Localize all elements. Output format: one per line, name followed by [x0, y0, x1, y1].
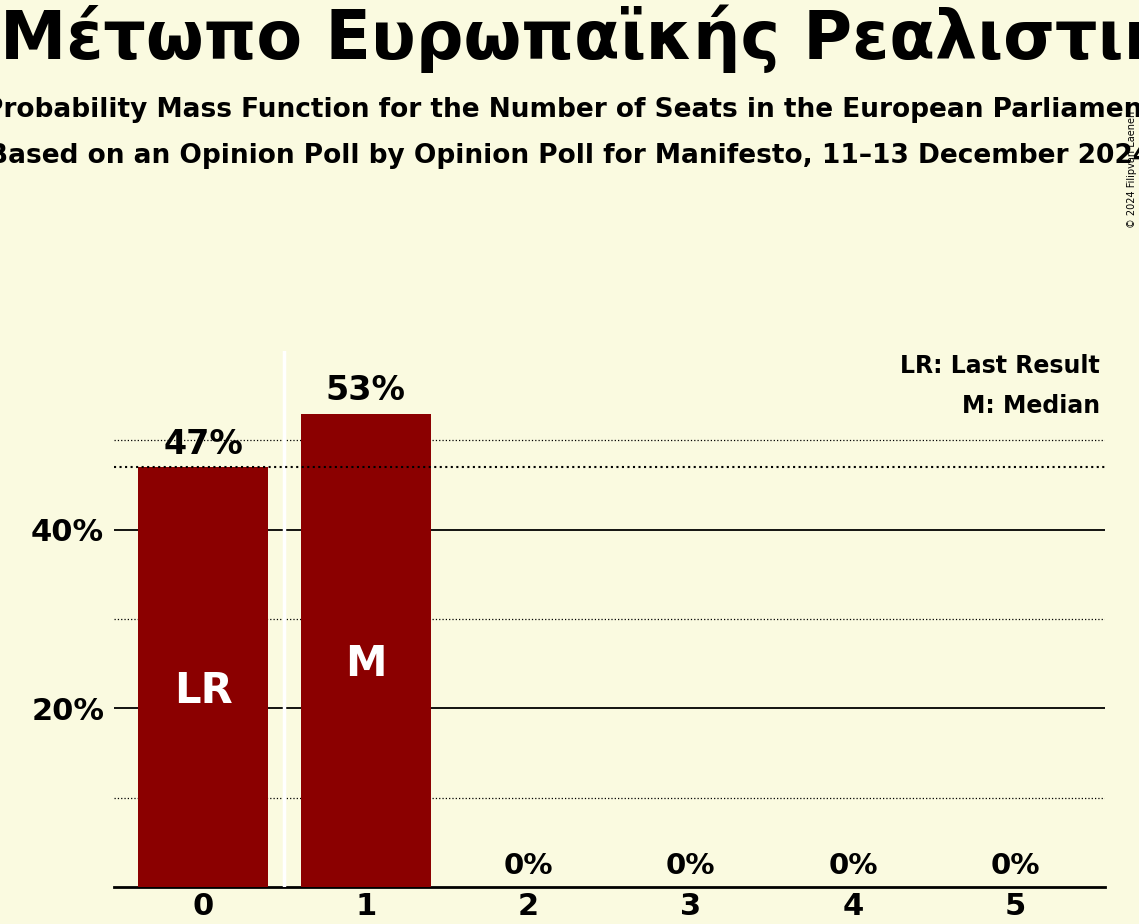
- Text: 53%: 53%: [326, 374, 405, 407]
- Text: 0%: 0%: [666, 852, 715, 880]
- Text: 0%: 0%: [991, 852, 1040, 880]
- Text: © 2024 Filipvan Laenen: © 2024 Filipvan Laenen: [1126, 111, 1137, 228]
- Text: M: M: [345, 643, 386, 685]
- Text: LR: LR: [174, 670, 232, 711]
- Text: M: Median: M: Median: [961, 394, 1100, 418]
- Text: LR: Last Result: LR: Last Result: [900, 354, 1100, 378]
- Text: Probability Mass Function for the Number of Seats in the European Parliament: Probability Mass Function for the Number…: [0, 97, 1139, 123]
- Bar: [138, 468, 268, 887]
- Text: 0%: 0%: [828, 852, 878, 880]
- Text: Μέτωπο Ευρωπαϊκής Ρεαλιστικής Ανυπακοής (GUE/NGL): Μέτωπο Ευρωπαϊκής Ρεαλιστικής Ανυπακοής …: [0, 5, 1139, 73]
- Text: 47%: 47%: [163, 428, 243, 461]
- Text: 0%: 0%: [503, 852, 552, 880]
- Bar: [301, 414, 431, 887]
- Text: Based on an Opinion Poll by Opinion Poll for Manifesto, 11–13 December 2024: Based on an Opinion Poll by Opinion Poll…: [0, 143, 1139, 169]
